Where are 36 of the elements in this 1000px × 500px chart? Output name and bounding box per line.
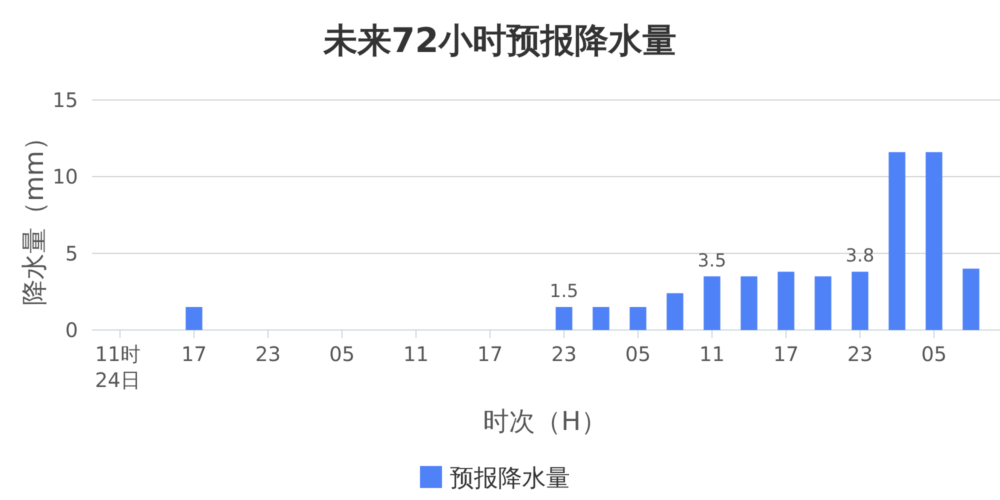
y-tick-label: 15 xyxy=(52,88,78,112)
data-label: 3.8 xyxy=(846,246,874,267)
bar xyxy=(740,276,758,330)
bar xyxy=(666,293,684,330)
bar xyxy=(814,276,832,330)
bar xyxy=(888,152,906,330)
y-axis-title: 降水量（mm） xyxy=(20,124,50,306)
x-tick-label: 11 xyxy=(403,342,429,366)
x-tick-label: 11时 24日 xyxy=(95,342,140,392)
x-tick-label: 17 xyxy=(773,342,799,366)
x-tick-label: 05 xyxy=(921,342,947,366)
bar xyxy=(852,272,868,330)
y-tick-label: 10 xyxy=(52,164,78,189)
chart-title: 未来72小时预报降水量 xyxy=(322,21,677,61)
bar xyxy=(926,152,942,330)
bar xyxy=(630,307,646,330)
x-tick-label: 17 xyxy=(477,342,503,366)
y-tick-label: 5 xyxy=(65,241,78,266)
legend-label: 预报降水量 xyxy=(450,464,570,492)
bar xyxy=(778,272,794,330)
x-tick-label: 05 xyxy=(625,342,651,366)
data-label: 1.5 xyxy=(550,281,578,302)
bar xyxy=(704,276,720,330)
x-tick-label: 23 xyxy=(847,342,873,366)
bar xyxy=(556,307,572,330)
y-tick-label: 0 xyxy=(65,318,78,342)
bar xyxy=(592,307,610,330)
x-tick-label: 23 xyxy=(255,342,281,366)
x-tick-label: 23 xyxy=(551,342,577,366)
x-axis-title: 时次（H） xyxy=(483,407,607,437)
x-tick-label: 11 xyxy=(699,342,725,366)
bar xyxy=(186,307,202,330)
x-tick-label: 05 xyxy=(329,342,355,366)
x-tick-label: 17 xyxy=(181,342,207,366)
bar xyxy=(962,268,980,330)
data-label: 3.5 xyxy=(698,250,726,272)
